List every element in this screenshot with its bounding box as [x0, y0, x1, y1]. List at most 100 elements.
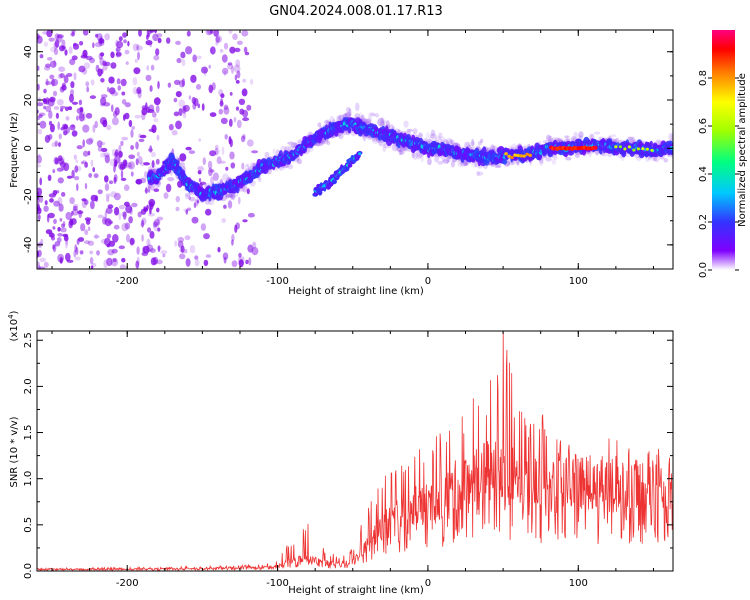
- spectrogram-noise-blob: [64, 106, 69, 112]
- spectrogram-halo-cell: [348, 108, 352, 117]
- spectrogram-noise-blob: [59, 218, 63, 222]
- spectrogram-noise-blob: [45, 97, 50, 105]
- scale-note-base: (x10: [9, 319, 20, 342]
- spectrogram-noise-blob: [162, 253, 166, 258]
- spectrogram-noise-blob: [71, 31, 75, 37]
- spectrogram-noise-blob: [133, 67, 141, 75]
- spectrogram-noise-blob: [60, 227, 67, 233]
- spectrogram-noise-blob: [228, 30, 233, 34]
- spectrogram-noise-blob: [65, 211, 72, 221]
- spectrogram-halo-cell: [430, 129, 436, 136]
- spectrogram-noise-blob: [60, 108, 64, 112]
- spectrogram-noise-blob: [59, 105, 66, 109]
- spectrogram-noise-blob: [64, 49, 68, 56]
- spectrogram-noise-blob: [49, 74, 55, 80]
- spectrogram-noise-blob: [229, 92, 233, 96]
- spectrogram-noise-blob: [114, 206, 120, 216]
- spectrogram-noise-blob: [110, 191, 117, 198]
- spectrogram-noise-blob: [63, 75, 69, 84]
- spectrogram-noise-blob: [56, 99, 64, 106]
- spectrogram-noise-blob: [147, 227, 152, 233]
- spectrogram-high-amplitude-cell: [510, 155, 514, 160]
- spectrogram-noise-blob: [214, 147, 219, 156]
- spectrogram-noise-blob: [247, 212, 255, 218]
- spectrogram-noise-blob: [94, 120, 98, 129]
- spectrogram-noise-blob: [112, 234, 119, 243]
- spectrogram-noise-blob: [110, 51, 115, 59]
- spectrogram-noise-blob: [80, 161, 84, 165]
- spectrogram-noise-blob: [102, 63, 108, 71]
- spectrogram-noise-blob: [100, 36, 103, 45]
- spectrogram-noise-blob: [58, 133, 62, 140]
- spectrogram-noise-blob: [40, 238, 44, 245]
- spectrogram-noise-blob: [174, 240, 178, 247]
- spectrogram-halo-cell: [289, 144, 296, 149]
- spectrogram-noise-blob: [45, 63, 51, 68]
- spectrogram-noise-blob: [79, 106, 84, 113]
- spectrogram-noise-blob: [149, 30, 155, 33]
- spectrogram-noise-blob: [202, 157, 206, 166]
- y-tick-label: 20: [23, 94, 34, 107]
- spectrogram-halo-cell: [185, 195, 191, 200]
- spectrogram-noise-blob: [215, 35, 223, 44]
- spectrogram-noise-blob: [247, 244, 254, 253]
- spectrogram-noise-blob: [156, 220, 160, 225]
- spectrogram-noise-blob: [183, 104, 190, 112]
- spectrogram-noise-blob: [242, 117, 250, 122]
- spectrogram-noise-blob: [117, 85, 122, 91]
- spectrogram-high-amplitude-cell: [525, 152, 529, 156]
- spectrogram-noise-blob: [125, 165, 133, 169]
- spectrogram-noise-blob: [180, 51, 186, 59]
- spectrogram-noise-blob: [143, 206, 147, 211]
- spectrogram-noise-blob: [80, 54, 88, 59]
- spectrogram-noise-blob: [157, 37, 162, 44]
- spectrogram-noise-blob: [85, 219, 91, 225]
- spectrogram-noise-blob: [197, 103, 201, 109]
- spectrogram-noise-blob: [84, 229, 89, 236]
- spectrogram-noise-blob: [37, 203, 40, 212]
- spectrogram-halo-cell: [247, 166, 254, 170]
- spectrogram-noise-blob: [175, 40, 181, 46]
- spectrogram-noise-blob: [149, 85, 153, 92]
- spectrogram-halo-cell: [371, 137, 376, 142]
- spectrogram-noise-blob: [209, 30, 214, 34]
- spectrogram-halo-cell: [594, 131, 601, 135]
- spectrogram-halo-cell: [412, 128, 418, 134]
- spectrogram-halo-cell: [368, 114, 372, 124]
- spectrogram-noise-blob: [37, 116, 41, 121]
- spectrogram-halo-cell: [399, 146, 406, 155]
- spectrogram-noise-blob: [48, 37, 55, 42]
- spectrogram-noise-blob: [245, 259, 249, 265]
- spectrogram-noise-blob: [72, 43, 80, 50]
- spectrogram-noise-blob: [228, 118, 233, 127]
- spectrogram-halo-cell: [588, 152, 592, 158]
- spectrogram-noise-blob: [106, 233, 112, 239]
- spectrogram-noise-blob: [236, 119, 242, 129]
- spectrogram-noise-blob: [215, 36, 220, 44]
- spectrogram-noise-blob: [156, 207, 160, 213]
- spectrogram-noise-blob: [85, 112, 93, 119]
- spectrogram-noise-blob: [106, 124, 112, 131]
- spectrogram-noise-blob: [111, 104, 114, 112]
- spectrogram-noise-blob: [85, 81, 90, 87]
- spectrogram-noise-blob: [72, 205, 78, 211]
- spectrogram-noise-blob: [149, 145, 153, 153]
- spectrogram-noise-blob: [37, 128, 43, 135]
- spectrogram-noise-blob: [49, 96, 56, 103]
- spectrogram-noise-blob: [137, 156, 143, 165]
- spectrogram-noise-blob: [145, 187, 148, 194]
- spectrogram-noise-blob: [126, 233, 130, 243]
- spectrogram-halo-cell: [573, 131, 578, 139]
- spectrogram-noise-blob: [222, 67, 229, 75]
- spectrogram-noise-blob: [97, 189, 103, 195]
- spectrogram-noise-blob: [121, 223, 129, 232]
- spectrogram-noise-blob: [146, 244, 154, 252]
- spectrogram-noise-blob: [223, 42, 229, 50]
- spectrogram-halo-cell: [626, 136, 633, 141]
- spectrogram-noise-blob: [221, 146, 225, 156]
- spectrogram-noise-blob: [152, 111, 157, 118]
- spectrogram-noise-blob: [96, 33, 103, 41]
- spectrogram-noise-blob: [57, 158, 65, 165]
- spectrogram-noise-blob: [136, 86, 142, 95]
- spectrogram-noise-blob: [102, 119, 108, 128]
